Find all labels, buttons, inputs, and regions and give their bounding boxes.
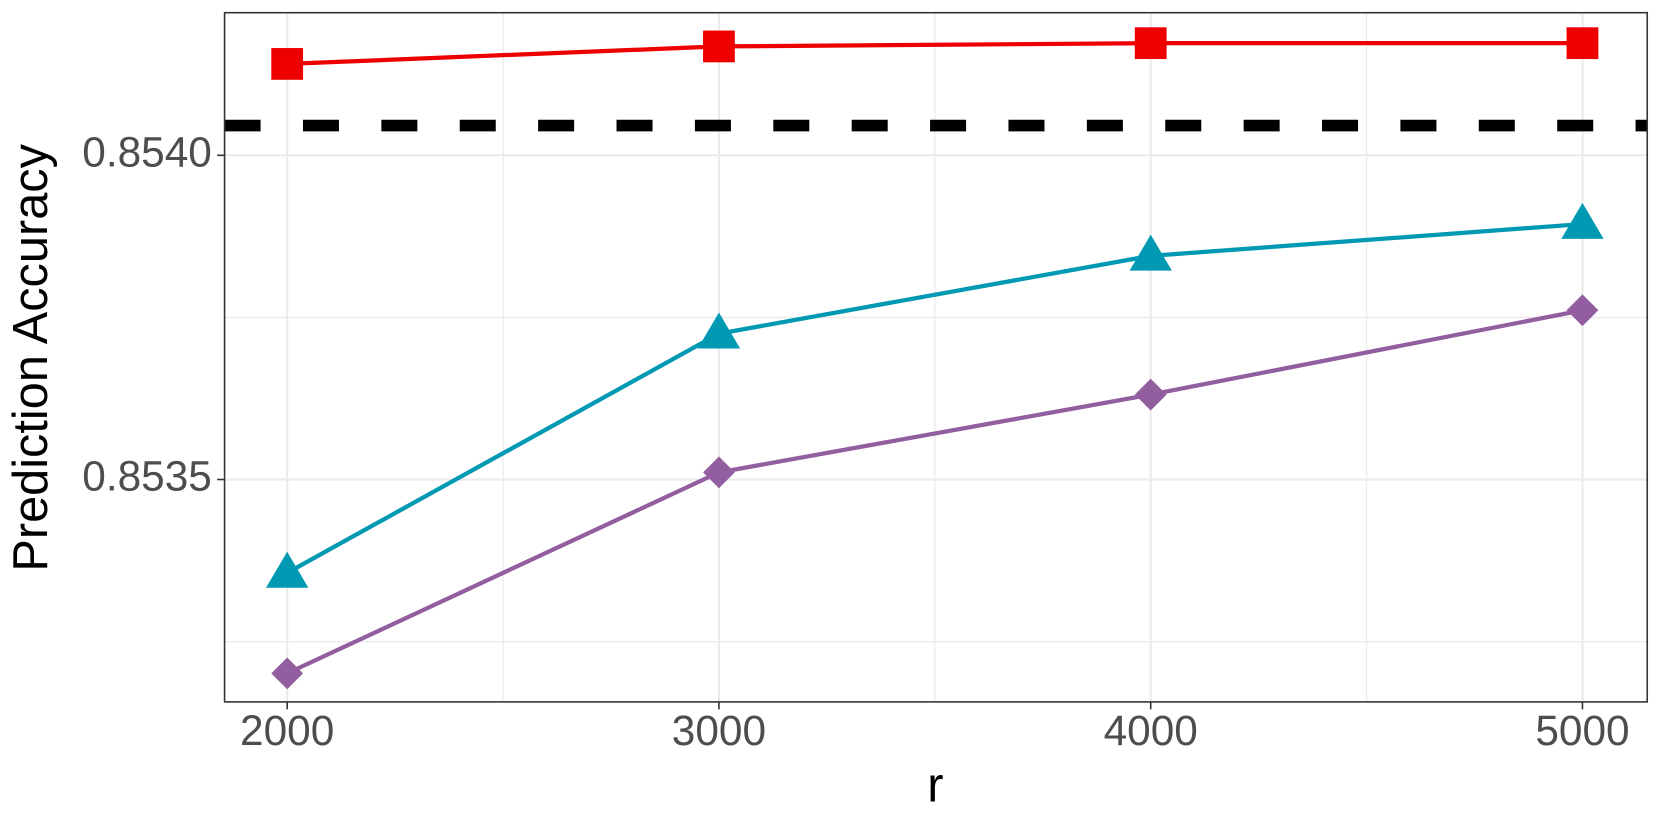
x-axis-title: r	[927, 759, 943, 813]
marker	[1561, 202, 1604, 239]
marker	[703, 456, 735, 489]
marker	[1566, 27, 1599, 60]
plot-border	[223, 11, 1649, 703]
y-axis-title: Prediction Accuracy	[4, 143, 58, 571]
series-line	[286, 308, 1583, 676]
marker	[703, 30, 735, 63]
x-tick-label: 3000	[672, 707, 766, 754]
series-line	[287, 41, 1583, 67]
marker	[697, 312, 741, 349]
marker	[271, 657, 304, 690]
marker	[1566, 294, 1599, 327]
marker	[1134, 27, 1167, 60]
marker	[1129, 234, 1172, 271]
marker	[1134, 378, 1167, 411]
marker	[271, 48, 304, 80]
marker	[265, 551, 309, 588]
x-tick-label: 4000	[1104, 707, 1198, 754]
y-tick-label: 0.8535	[82, 453, 212, 500]
series-line	[286, 221, 1583, 575]
x-tick-label: 5000	[1535, 707, 1629, 754]
y-tick-label: 0.8540	[82, 129, 212, 176]
x-tick-label: 2000	[240, 707, 334, 754]
